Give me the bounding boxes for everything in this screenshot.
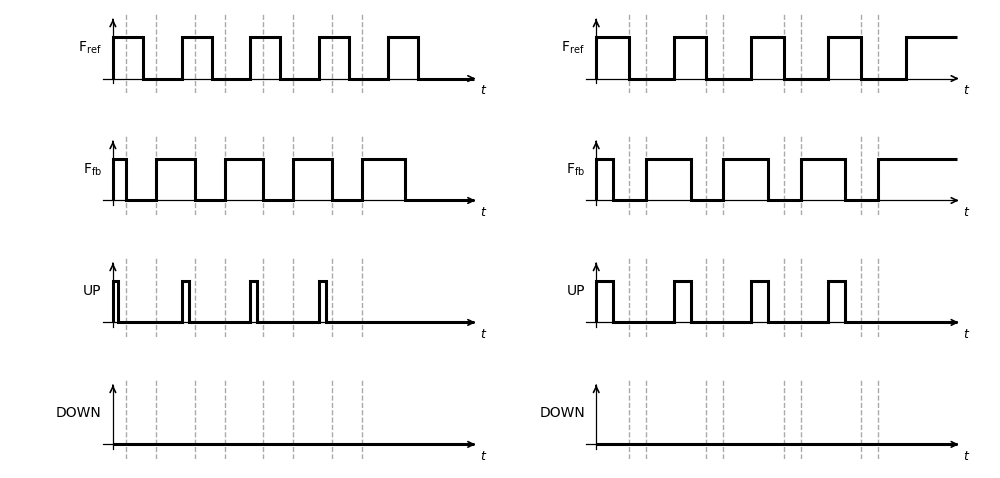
Text: t: t	[480, 328, 485, 341]
Text: UP: UP	[83, 284, 102, 298]
Text: $\mathrm{F}_{\mathrm{ref}}$: $\mathrm{F}_{\mathrm{ref}}$	[78, 39, 102, 55]
Text: $\mathrm{F}_{\mathrm{ref}}$: $\mathrm{F}_{\mathrm{ref}}$	[561, 39, 585, 55]
Text: DOWN: DOWN	[56, 406, 102, 420]
Text: $\mathrm{F}_{\mathrm{fb}}$: $\mathrm{F}_{\mathrm{fb}}$	[566, 161, 585, 178]
Text: DOWN: DOWN	[539, 406, 585, 420]
Text: $\mathrm{F}_{\mathrm{fb}}$: $\mathrm{F}_{\mathrm{fb}}$	[83, 161, 102, 178]
Text: t: t	[480, 206, 485, 219]
Text: UP: UP	[567, 284, 585, 298]
Text: t: t	[963, 328, 968, 341]
Text: t: t	[480, 450, 485, 463]
Text: t: t	[963, 84, 968, 97]
Text: t: t	[963, 206, 968, 219]
Text: t: t	[480, 84, 485, 97]
Text: t: t	[963, 450, 968, 463]
